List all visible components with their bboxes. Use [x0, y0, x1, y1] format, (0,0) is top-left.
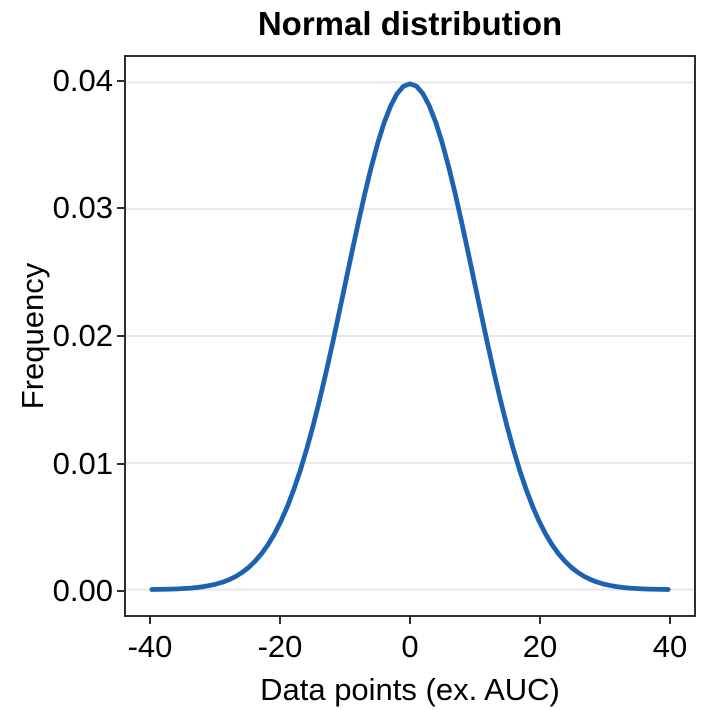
x-tick-mark-40 — [669, 617, 671, 624]
x-tick-label-20: 20 — [522, 629, 558, 664]
y-tick-label-0.03: 0.03 — [52, 190, 113, 226]
x-tick-mark--40 — [149, 617, 151, 624]
normal-distribution-curve — [149, 81, 671, 592]
x-axis-title: Data points (ex. AUC) — [260, 672, 560, 707]
x-tick-mark--20 — [279, 617, 281, 624]
x-tick-label-40: 40 — [652, 629, 688, 664]
x-tick-label--20: -20 — [257, 629, 303, 664]
y-tick-mark-0.04 — [117, 79, 124, 82]
y-tick-mark-0.03 — [117, 207, 124, 210]
x-tick-label--40: -40 — [127, 629, 173, 664]
normal-curve-plot — [126, 81, 694, 592]
y-tick-label-0.02: 0.02 — [52, 318, 113, 353]
x-tick-label-0: 0 — [401, 629, 419, 664]
chart-title: Normal distribution — [257, 5, 563, 42]
y-tick-mark-0.01 — [117, 462, 124, 465]
x-tick-mark-0 — [409, 617, 411, 624]
y-tick-label-0.01: 0.01 — [52, 445, 113, 481]
y-tick-mark-0.02 — [117, 335, 124, 337]
x-tick-mark-20 — [539, 617, 541, 624]
y-tick-label-0.00: 0.00 — [52, 573, 113, 609]
y-tick-label-0.04: 0.04 — [52, 62, 113, 98]
y-tick-mark-0.00 — [117, 590, 124, 593]
plot-panel — [124, 55, 696, 617]
